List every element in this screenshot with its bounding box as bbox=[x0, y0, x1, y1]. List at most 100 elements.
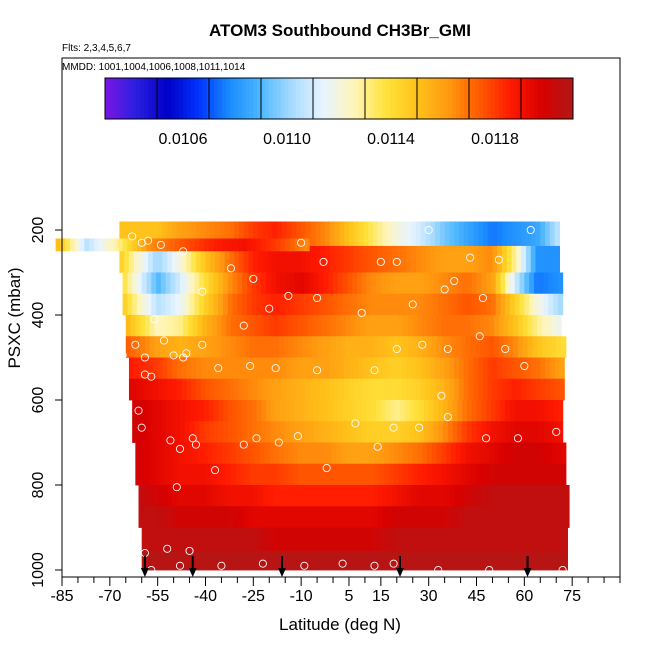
colorbar-segment bbox=[112, 78, 118, 119]
heatmap-cell bbox=[347, 527, 353, 552]
heatmap-cell bbox=[170, 293, 176, 316]
heatmap-cell bbox=[336, 336, 342, 358]
heatmap-cell bbox=[302, 463, 309, 486]
heatmap-cell bbox=[253, 378, 259, 401]
observation-point bbox=[322, 463, 331, 473]
observation-point bbox=[252, 434, 261, 443]
heatmap-cell bbox=[270, 272, 277, 295]
colorbar-segment bbox=[498, 78, 504, 119]
heatmap-cell bbox=[519, 421, 525, 443]
heatmap-cell bbox=[390, 272, 396, 295]
colorbar-segment bbox=[397, 78, 402, 119]
heatmap-cell bbox=[181, 221, 187, 247]
heatmap-cell bbox=[557, 550, 564, 571]
heatmap-cell bbox=[192, 463, 199, 486]
heatmap-cell bbox=[238, 378, 245, 401]
observation-point bbox=[179, 247, 188, 256]
heatmap-cell bbox=[559, 506, 565, 528]
heatmap-cell bbox=[399, 272, 406, 295]
heatmap-cell bbox=[336, 442, 342, 465]
heatmap-cell bbox=[203, 272, 210, 295]
heatmap-cell bbox=[286, 506, 293, 528]
heatmap-cell bbox=[243, 357, 250, 380]
heatmap-cell bbox=[162, 245, 168, 273]
y-tick-label: 800 bbox=[30, 472, 47, 499]
heatmap-cell bbox=[505, 293, 511, 316]
heatmap-cell bbox=[325, 245, 331, 273]
heatmap-cell bbox=[443, 272, 449, 295]
heatmap-cell bbox=[317, 315, 323, 337]
heatmap-cell bbox=[157, 485, 164, 507]
heatmap-cell bbox=[479, 315, 486, 337]
heatmap-cell bbox=[178, 336, 184, 358]
heatmap-cell bbox=[500, 421, 506, 443]
heatmap-cell bbox=[503, 463, 509, 486]
flights-label: Flts: 2,3,4,5,6,7 bbox=[62, 43, 131, 54]
heatmap-cell bbox=[345, 442, 352, 465]
heatmap-cell bbox=[294, 421, 301, 443]
colorbar-tick-label: 0.0106 bbox=[159, 131, 208, 148]
heatmap-cell bbox=[525, 485, 532, 507]
heatmap-cell bbox=[502, 221, 508, 247]
heatmap-cell bbox=[313, 421, 320, 443]
heatmap-cell bbox=[178, 442, 184, 465]
colorbar-frame bbox=[104, 77, 574, 120]
heatmap-cell bbox=[339, 506, 345, 528]
heatmap-cell bbox=[218, 272, 224, 295]
heatmap-cell bbox=[425, 245, 431, 273]
heatmap-cell bbox=[176, 485, 183, 507]
heatmap-cell bbox=[251, 238, 258, 252]
observation-point bbox=[198, 340, 207, 349]
observation-point bbox=[137, 423, 146, 432]
heatmap-cell bbox=[541, 315, 548, 337]
heatmap-cell bbox=[159, 442, 165, 465]
heatmap-cell bbox=[463, 378, 470, 401]
heatmap-cell bbox=[447, 527, 454, 552]
heatmap-cell bbox=[451, 336, 457, 358]
heatmap-cell bbox=[422, 463, 428, 486]
heatmap-cell bbox=[548, 421, 554, 443]
heatmap-cell bbox=[388, 315, 395, 337]
heatmap-cell bbox=[497, 485, 503, 507]
colorbar-segment bbox=[506, 78, 512, 119]
heatmap-cell bbox=[192, 336, 199, 358]
heatmap-cell bbox=[466, 293, 473, 316]
heatmap-cell bbox=[266, 272, 272, 295]
heatmap-cell bbox=[133, 378, 140, 401]
heatmap-cell bbox=[237, 238, 243, 252]
heatmap-cell bbox=[261, 527, 267, 552]
heatmap-cell bbox=[235, 336, 242, 358]
observation-point bbox=[389, 423, 398, 432]
heatmap-cell bbox=[84, 238, 90, 252]
heatmap-cell bbox=[326, 336, 333, 358]
heatmap-cell bbox=[465, 315, 471, 337]
heatmap-cell bbox=[262, 506, 269, 528]
colorbar-segment bbox=[151, 78, 157, 119]
heatmap-cell bbox=[441, 442, 447, 465]
heatmap-cell bbox=[466, 272, 473, 295]
heatmap-cell bbox=[364, 315, 371, 337]
heatmap-cell bbox=[333, 272, 339, 295]
colorbar-segment bbox=[319, 78, 324, 119]
heatmap-cell bbox=[305, 357, 312, 380]
observation-point bbox=[440, 285, 449, 294]
colorbar-segment bbox=[323, 78, 328, 119]
x-tick-label: 30 bbox=[420, 588, 438, 605]
heatmap-cell bbox=[179, 527, 186, 552]
heatmap-cell bbox=[419, 550, 425, 571]
heatmap-cell bbox=[160, 400, 167, 422]
heatmap-cell bbox=[266, 400, 272, 422]
heatmap-cell bbox=[390, 421, 396, 443]
heatmap-cell bbox=[170, 421, 176, 443]
heatmap-cell bbox=[253, 357, 259, 380]
heatmap-cell bbox=[254, 463, 261, 486]
heatmap-cell bbox=[347, 550, 353, 571]
heatmap-cell bbox=[435, 221, 441, 247]
heatmap-cell bbox=[361, 527, 368, 552]
heatmap-cell bbox=[486, 293, 492, 316]
heatmap-cell bbox=[406, 485, 412, 507]
colorbar-segment bbox=[409, 78, 414, 119]
heatmap-cell bbox=[509, 272, 516, 295]
heatmap-cell bbox=[364, 442, 371, 465]
